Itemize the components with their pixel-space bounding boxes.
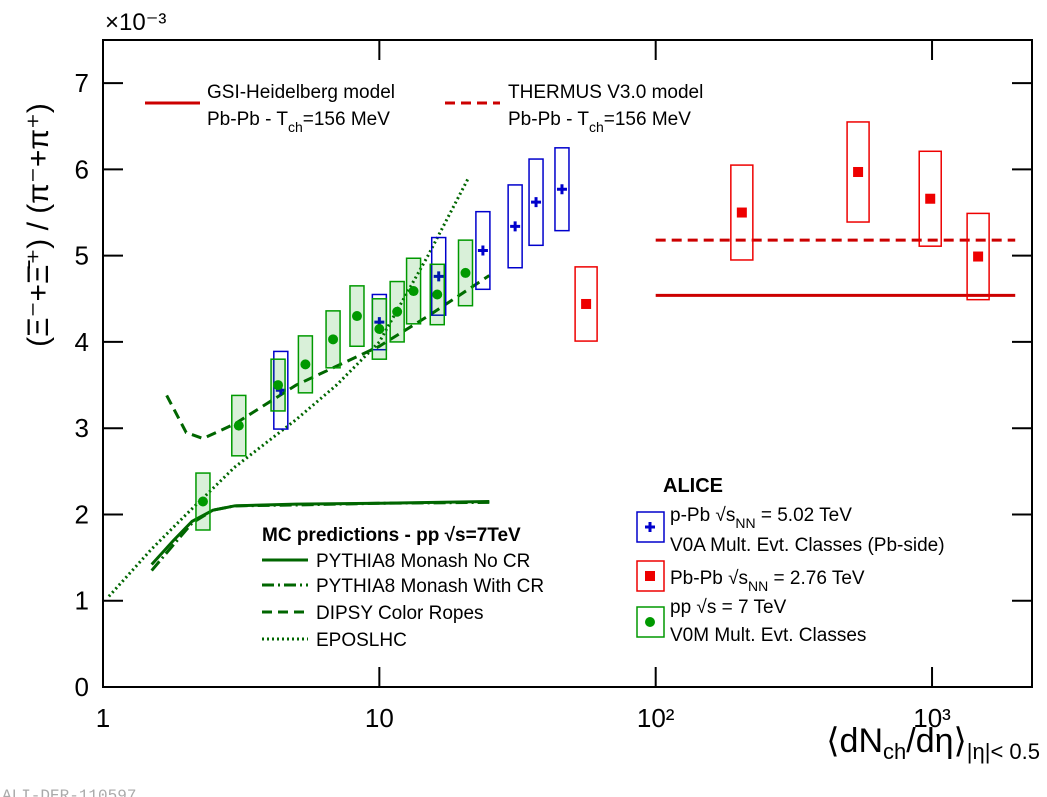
marker [460, 267, 471, 278]
text-part: = 5.02 TeV [756, 505, 853, 526]
legend-swatch [636, 560, 665, 592]
y-axis-label: (Ξ⁻+Ξ̄⁺) / (π⁻+π⁺) [22, 103, 55, 347]
marker [645, 617, 655, 627]
x-axis-label: ⟨dNch/dη⟩|η|< 0.5 [826, 722, 1040, 764]
subscript: |η|< 0.5 [967, 739, 1040, 764]
marker [581, 298, 592, 309]
marker [645, 522, 655, 532]
marker [556, 184, 567, 195]
marker [531, 197, 542, 208]
legend-swatch [636, 511, 665, 543]
x-tick-label: 1 [96, 703, 110, 733]
legend-swatch [636, 606, 665, 638]
legend-label: PYTHIA8 Monash With CR [316, 576, 544, 597]
mc-curve [150, 500, 490, 572]
marker [328, 334, 339, 345]
subscript: NN [748, 578, 768, 594]
marker [645, 571, 655, 581]
sys-box [554, 147, 570, 232]
marker [973, 251, 984, 262]
marker [374, 323, 385, 334]
y-tick-label: 7 [75, 68, 89, 98]
marker [392, 306, 403, 317]
subscript: ch [883, 739, 906, 764]
text-part: ⟨dN [826, 722, 883, 760]
legend-label: Pb-Pb - Tch=156 MeV [207, 109, 390, 135]
text-part: /dη⟩ [906, 722, 967, 760]
y-tick-label: 6 [75, 154, 89, 184]
text-part: Pb-Pb - T [508, 109, 589, 130]
text-part: =156 MeV [303, 109, 390, 130]
marker [408, 286, 419, 297]
text-part: Pb-Pb - T [207, 109, 288, 130]
marker [736, 207, 747, 218]
subscript: NN [735, 515, 755, 531]
sys-box [430, 236, 447, 316]
legend-label: PYTHIA8 Monash No CR [316, 551, 530, 572]
x-tick-label: 10² [637, 703, 675, 733]
sys-box [528, 158, 544, 247]
subscript: ch [589, 119, 604, 135]
marker [477, 245, 488, 256]
marker [300, 359, 311, 370]
sys-box [273, 350, 289, 430]
y-tick-label: 4 [75, 327, 89, 357]
text-part: = 2.76 TeV [768, 568, 865, 589]
marker [197, 496, 208, 507]
x-tick-label: 10³ [913, 703, 951, 733]
sys-box [574, 266, 598, 342]
text-part: p-Pb √s [670, 505, 735, 526]
legend-label: pp √s = 7 TeV [670, 597, 787, 618]
sys-box [846, 121, 870, 223]
marker [432, 289, 443, 300]
marker [925, 193, 936, 204]
marker [510, 221, 521, 232]
plot-frame [102, 39, 1033, 688]
sys-box [507, 184, 523, 269]
legend-header: ALICE [663, 475, 723, 497]
text-part: Pb-Pb √s [670, 568, 748, 589]
sys-box [966, 212, 990, 301]
marker [433, 271, 444, 282]
legend-label: THERMUS V3.0 model [508, 82, 703, 103]
mc-legend-header: MC predictions - pp √s=7TeV [262, 525, 521, 546]
marker [233, 420, 244, 431]
text-part: THERMUS V3.0 model [508, 82, 703, 103]
marker [853, 166, 864, 177]
text-part: =156 MeV [604, 109, 691, 130]
text-part: GSI-Heidelberg model [207, 82, 395, 103]
legend-label: p-Pb √sNN = 5.02 TeV [670, 505, 852, 531]
y-tick-label: 5 [75, 241, 89, 271]
subscript: ch [288, 119, 303, 135]
y-tick-label: 0 [75, 672, 89, 702]
legend-label: Pb-Pb √sNN = 2.76 TeV [670, 568, 865, 594]
watermark: ALI-DER-110597 [2, 787, 136, 797]
legend-label: Pb-Pb - Tch=156 MeV [508, 109, 691, 135]
y-tick-label: 3 [75, 413, 89, 443]
sys-box [475, 210, 491, 291]
text-part: pp √s = 7 TeV [670, 597, 787, 618]
mc-curve [107, 177, 470, 598]
sys-box [730, 164, 754, 261]
y-multiplier: ×10⁻³ [105, 9, 166, 36]
marker [273, 380, 284, 391]
marker [351, 311, 362, 322]
sys-box [918, 150, 942, 247]
legend-label: DIPSY Color Ropes [316, 603, 484, 624]
legend-label: GSI-Heidelberg model [207, 82, 395, 103]
y-tick-label: 1 [75, 586, 89, 616]
legend-label: EPOSLHC [316, 630, 407, 651]
legend-label: V0A Mult. Evt. Classes (Pb-side) [670, 535, 945, 556]
y-tick-label: 2 [75, 499, 89, 529]
legend-label: V0M Mult. Evt. Classes [670, 625, 866, 646]
x-tick-label: 10 [365, 703, 394, 733]
